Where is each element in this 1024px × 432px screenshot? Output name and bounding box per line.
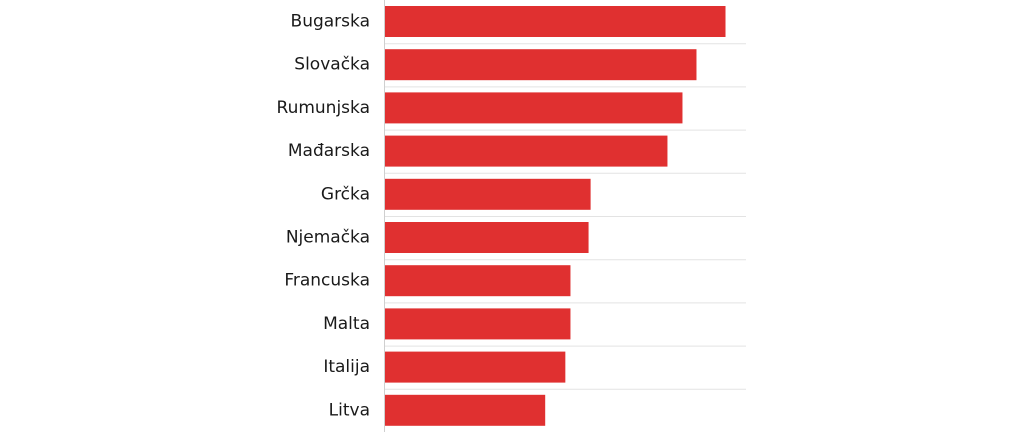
bar-njemačka bbox=[384, 222, 589, 253]
bar-italija bbox=[384, 351, 566, 383]
category-label: Francuska bbox=[284, 271, 370, 291]
category-label: Bugarska bbox=[291, 12, 370, 32]
category-label: Litva bbox=[329, 400, 370, 420]
bar-mađarska bbox=[384, 135, 668, 167]
category-label: Grčka bbox=[321, 184, 370, 204]
bars bbox=[384, 6, 726, 426]
bar-slovačka bbox=[384, 49, 697, 81]
grid-lines bbox=[384, 43, 746, 390]
category-label: Malta bbox=[323, 314, 370, 334]
category-label: Rumunjska bbox=[277, 98, 370, 118]
category-label: Mađarska bbox=[288, 141, 370, 161]
category-label: Njemačka bbox=[286, 228, 370, 248]
bar-grčka bbox=[384, 178, 591, 210]
category-labels: Bugarska Slovačka Rumunjska Mađarska Grčka Nj… bbox=[277, 12, 370, 421]
bar-malta bbox=[384, 308, 571, 340]
bar-bugarska bbox=[384, 6, 726, 37]
category-label: Slovačka bbox=[294, 55, 370, 75]
bar-litva bbox=[384, 394, 546, 426]
bar-francuska bbox=[384, 265, 571, 297]
bar-rumunjska bbox=[384, 92, 683, 124]
category-label: Italija bbox=[323, 357, 370, 377]
